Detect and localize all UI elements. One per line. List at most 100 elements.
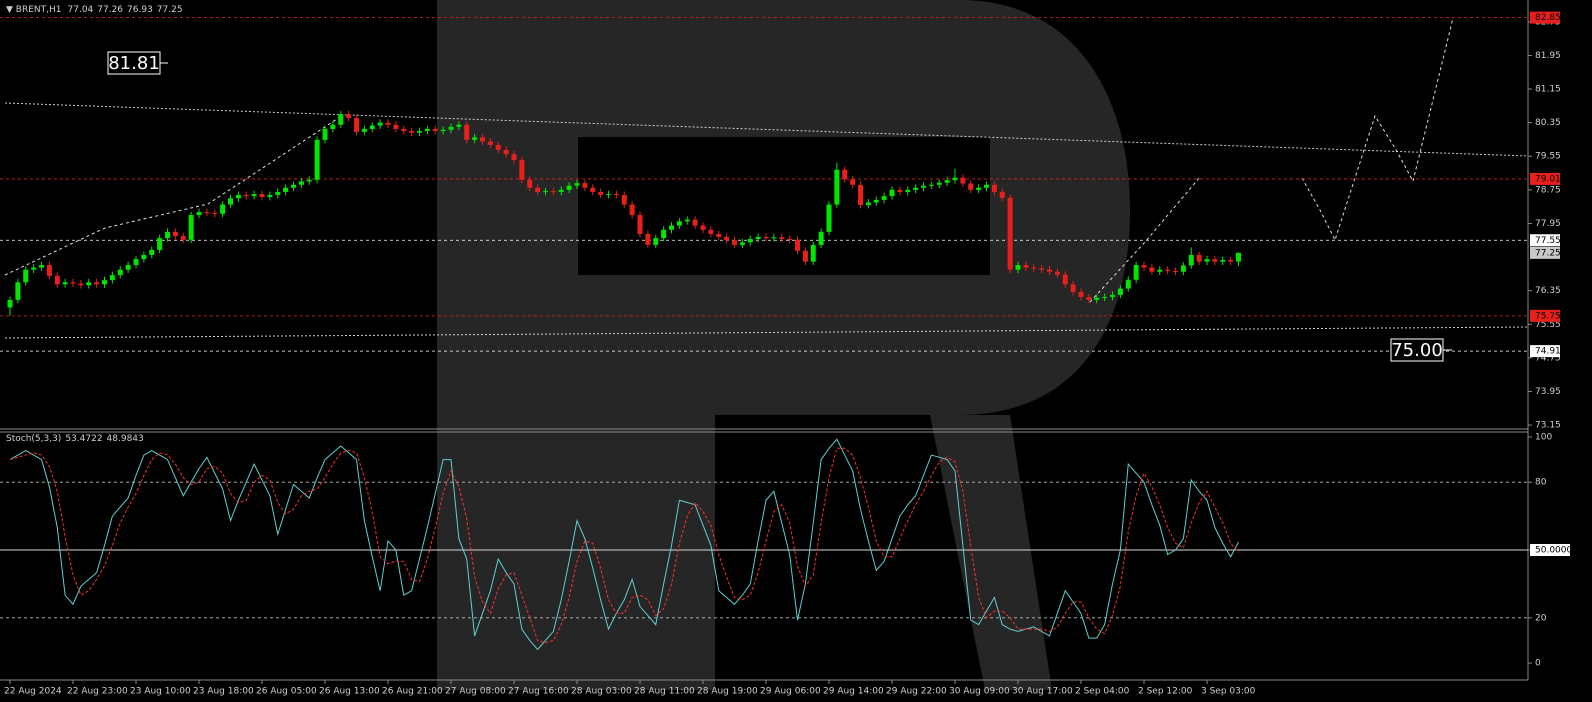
candle-body bbox=[905, 189, 911, 192]
candle-body bbox=[732, 240, 737, 245]
candle-body bbox=[1157, 269, 1163, 272]
candle-body bbox=[842, 169, 848, 180]
candle-body bbox=[298, 181, 304, 185]
symbol: BRENT,H1 bbox=[16, 5, 62, 15]
candle-body bbox=[275, 191, 281, 195]
candle-body bbox=[645, 233, 651, 245]
watermark bbox=[437, 0, 1130, 690]
candle-body bbox=[582, 183, 588, 188]
candle-body bbox=[1023, 265, 1029, 268]
candle-body bbox=[574, 183, 580, 186]
candle-body bbox=[94, 282, 100, 285]
candle-body bbox=[172, 231, 178, 237]
candle-body bbox=[188, 215, 194, 240]
candle-body bbox=[133, 259, 139, 266]
candle-body bbox=[1039, 268, 1045, 270]
candle-body bbox=[511, 154, 517, 161]
candle-body bbox=[1173, 270, 1178, 272]
x-tick-label: 28 Aug 03:00 bbox=[571, 687, 632, 697]
indicator-signal-value: 48.9843 bbox=[107, 434, 144, 444]
candle-body bbox=[984, 184, 989, 188]
current-price-box bbox=[1530, 246, 1560, 259]
candle-body bbox=[1149, 267, 1155, 272]
indicator-line bbox=[9, 438, 1239, 651]
candle-body bbox=[763, 236, 769, 239]
candle-body bbox=[1078, 291, 1084, 297]
y-tick-label: 20 bbox=[1535, 613, 1547, 623]
candle-body bbox=[432, 128, 438, 132]
candle-body bbox=[322, 128, 328, 140]
candle-body bbox=[1212, 259, 1218, 262]
y-tick-label: 75.55 bbox=[1535, 320, 1561, 330]
chart-header: ▼ BRENT,H1 77.04 77.26 76.93 77.25 bbox=[6, 5, 183, 15]
candle-body bbox=[393, 124, 399, 129]
candle-body bbox=[692, 219, 698, 226]
candle-body bbox=[1188, 254, 1194, 266]
candle-body bbox=[157, 238, 163, 250]
candle-body bbox=[1196, 254, 1202, 262]
candle-body bbox=[669, 225, 674, 230]
x-tick-label: 30 Aug 09:00 bbox=[949, 687, 1010, 697]
candle-body bbox=[125, 265, 131, 270]
level-label-box bbox=[1530, 172, 1560, 185]
annotation: 75.00 bbox=[1391, 340, 1443, 361]
candle-body bbox=[440, 129, 446, 132]
candle-body bbox=[1007, 197, 1013, 270]
candle-body bbox=[243, 194, 249, 197]
candle-body bbox=[377, 122, 383, 126]
x-tick-label: 26 Aug 21:00 bbox=[382, 687, 443, 697]
level-label: 82.85 bbox=[1535, 13, 1561, 23]
candle-body bbox=[873, 199, 879, 203]
candle-body bbox=[409, 131, 415, 133]
candle-body bbox=[117, 269, 123, 276]
candle-body bbox=[802, 250, 808, 262]
candle-body bbox=[86, 282, 92, 286]
candle-body bbox=[810, 244, 816, 262]
candle-body bbox=[330, 124, 336, 129]
candle-body bbox=[944, 180, 950, 183]
candle-body bbox=[826, 204, 832, 232]
candle-body bbox=[976, 187, 982, 190]
candle-body bbox=[1110, 294, 1115, 297]
indicator-main-value: 53.4722 bbox=[65, 434, 102, 444]
candle-body bbox=[1070, 284, 1076, 292]
candle-body bbox=[196, 212, 202, 216]
candle-body bbox=[700, 225, 706, 230]
candle-body bbox=[503, 149, 509, 155]
x-tick-label: 23 Aug 18:00 bbox=[193, 687, 254, 697]
candle-body bbox=[1141, 265, 1147, 268]
y-tick-label: 73.95 bbox=[1535, 387, 1561, 397]
channel-line bbox=[4, 102, 1529, 157]
candle-body bbox=[259, 194, 265, 197]
x-tick-label: 2 Sep 12:00 bbox=[1138, 687, 1193, 697]
candle-body bbox=[1204, 259, 1210, 262]
candle-body bbox=[598, 191, 604, 195]
current-price-label: 77.25 bbox=[1535, 248, 1561, 258]
candle-body bbox=[629, 204, 635, 216]
candle-body bbox=[787, 238, 793, 240]
candle-body bbox=[1102, 296, 1108, 298]
candle-body bbox=[1125, 279, 1131, 289]
x-tick-label: 26 Aug 13:00 bbox=[319, 687, 380, 697]
level-label-box bbox=[1530, 345, 1560, 358]
candle-body bbox=[1094, 297, 1100, 300]
candle-body bbox=[1165, 269, 1171, 271]
x-tick-label: 26 Aug 05:00 bbox=[256, 687, 317, 697]
candle-body bbox=[1031, 267, 1037, 269]
header-low: 76.93 bbox=[127, 5, 153, 15]
y-tick-label: 79.55 bbox=[1535, 152, 1561, 162]
candle-body bbox=[818, 231, 824, 245]
candle-body bbox=[889, 189, 895, 197]
header-open: 77.04 bbox=[68, 5, 94, 15]
candle-body bbox=[78, 283, 84, 286]
candle-body bbox=[566, 185, 572, 190]
level-label-box bbox=[1530, 11, 1560, 24]
candle-body bbox=[39, 265, 44, 268]
candle-body bbox=[267, 194, 273, 197]
candle-body bbox=[795, 239, 800, 251]
x-tick-label: 29 Aug 06:00 bbox=[760, 687, 821, 697]
header-close: 77.25 bbox=[157, 5, 183, 15]
candle-body bbox=[235, 194, 241, 199]
candle-body bbox=[543, 191, 548, 193]
y-tick-label: 78.75 bbox=[1535, 185, 1561, 195]
